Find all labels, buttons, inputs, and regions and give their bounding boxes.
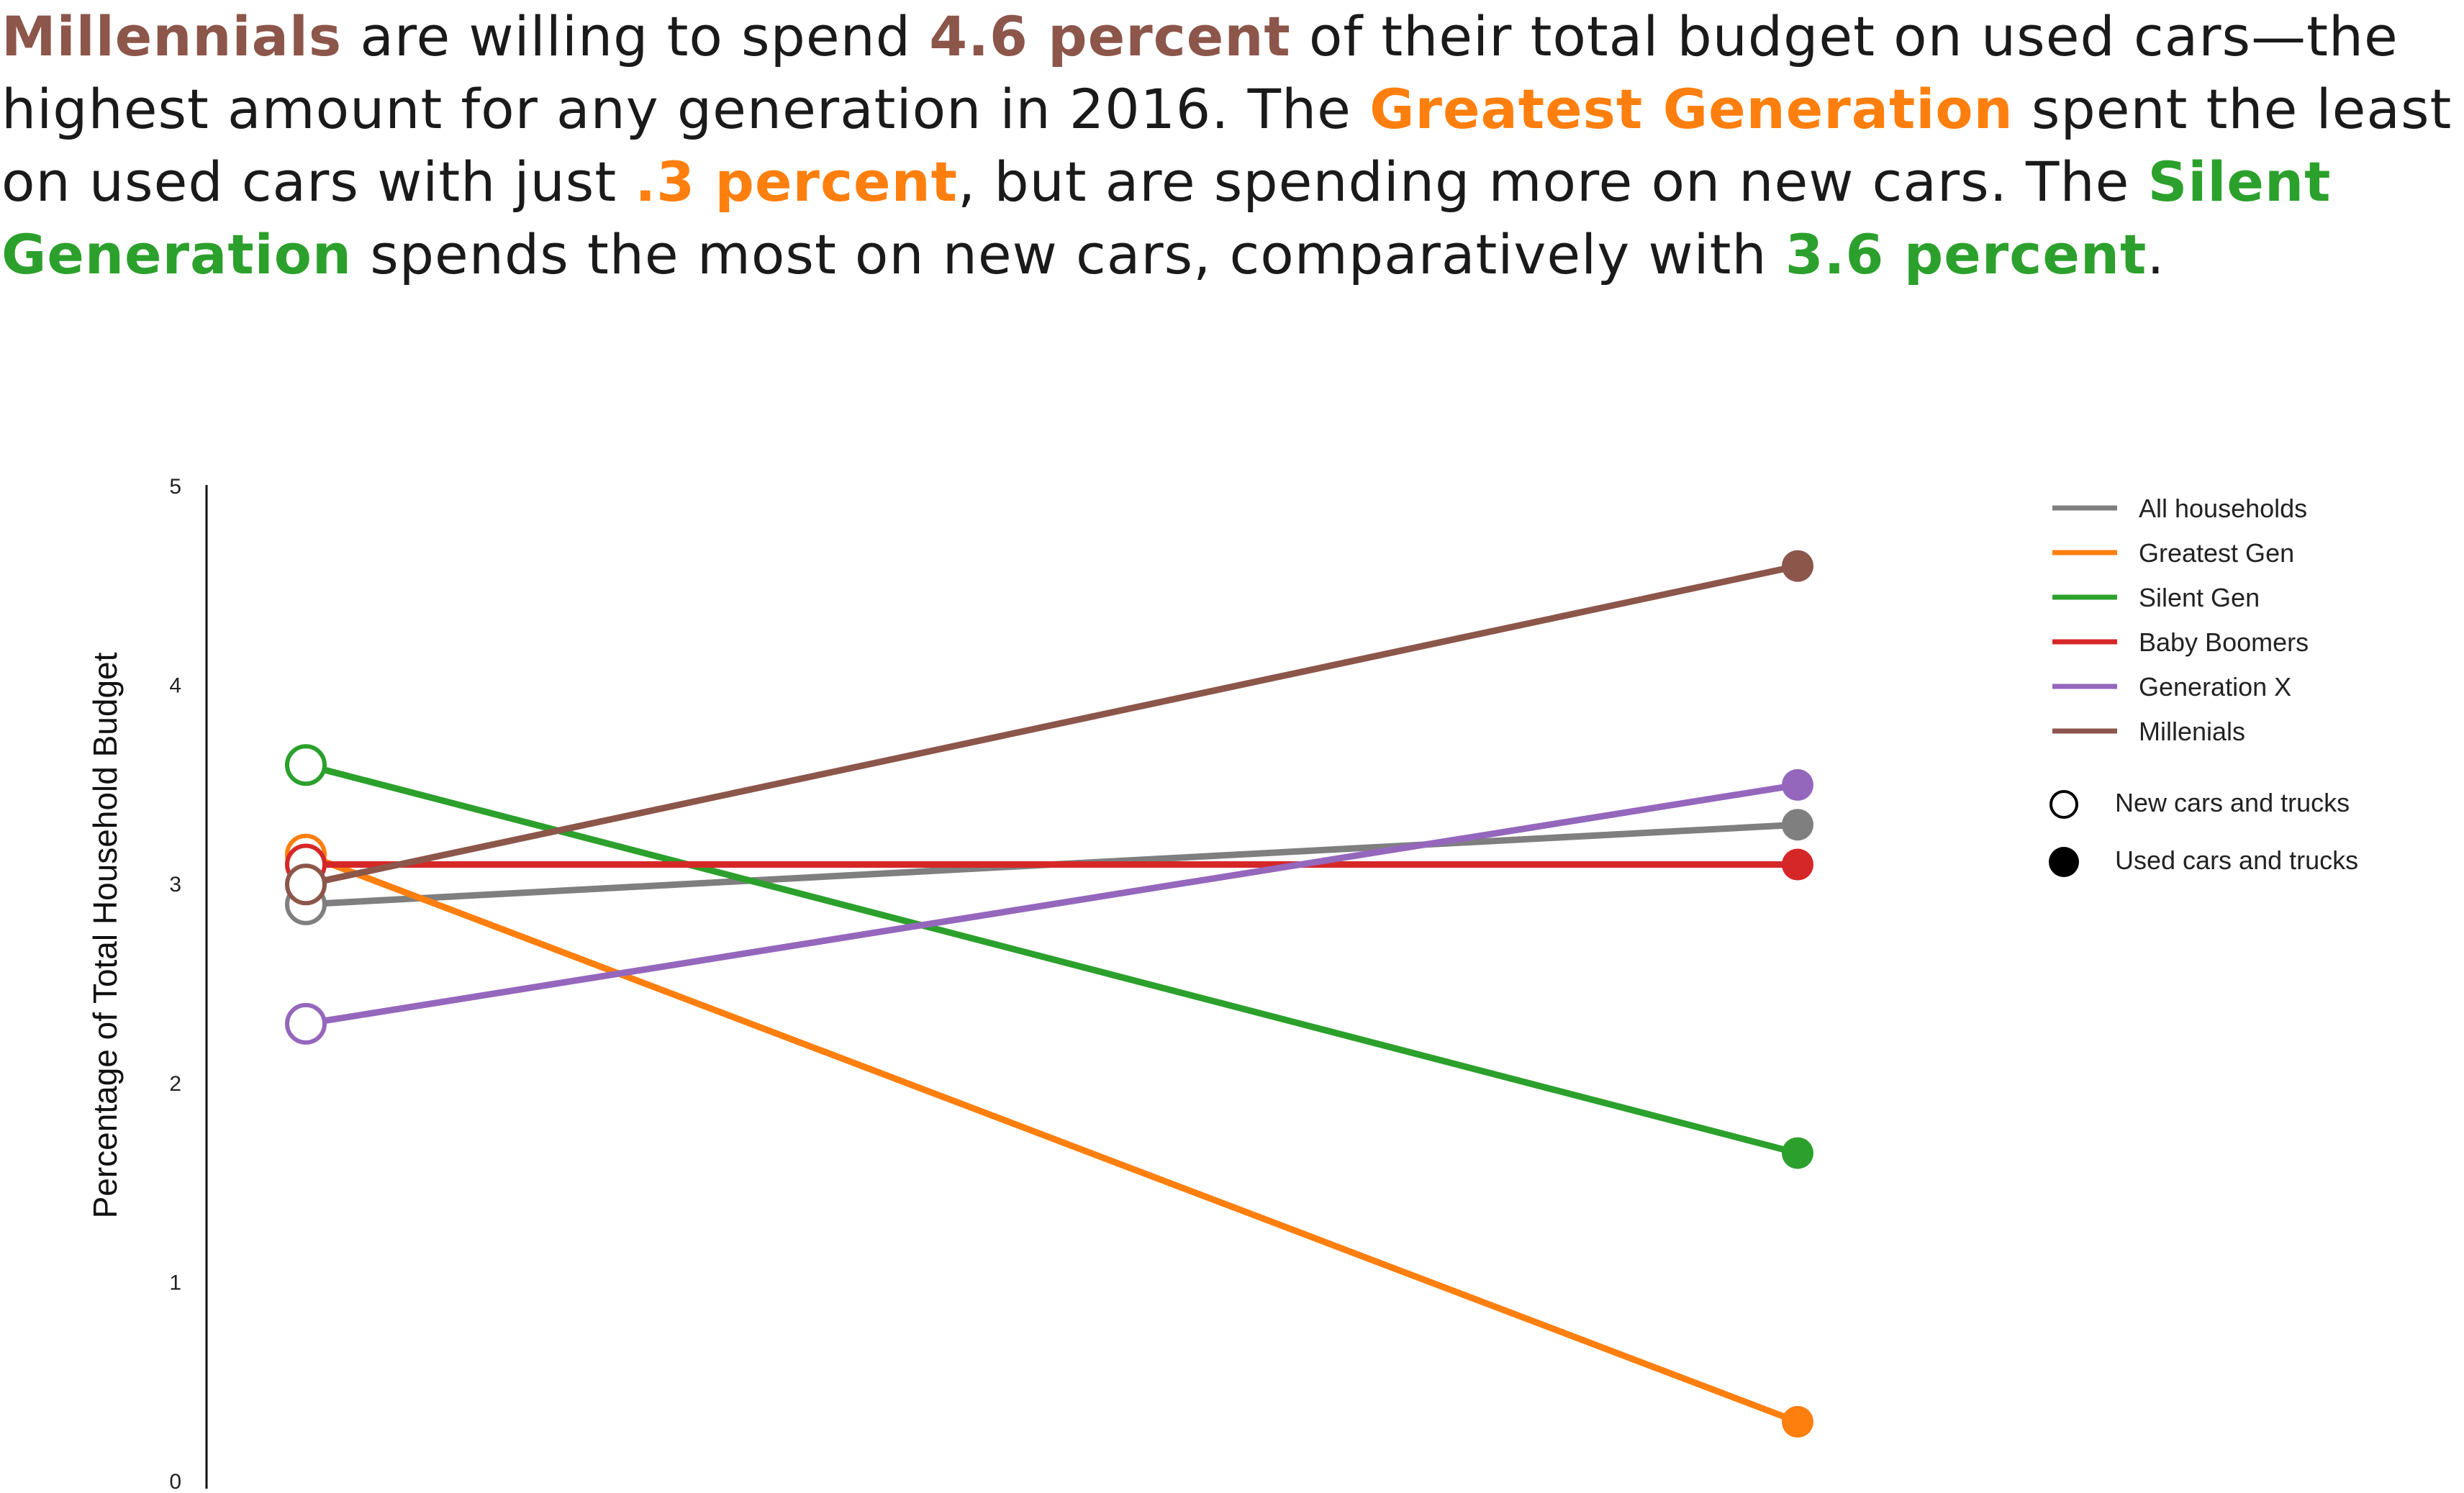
- series-silent-gen: [285, 744, 1813, 1169]
- headline-highlight: Silent Generation: [1, 150, 2332, 286]
- headline-segment: of their total budget on used cars—the h…: [1, 4, 2399, 141]
- new-cars-point: [285, 744, 327, 786]
- legend-label: Silent Gen: [2139, 583, 2260, 612]
- series-layer: [285, 550, 1813, 1438]
- series-line: [302, 781, 1801, 1027]
- new-cars-point: [285, 863, 327, 906]
- legend-label: Baby Boomers: [2139, 627, 2309, 657]
- y-tick-label: 2: [169, 1072, 181, 1096]
- used-cars-point: [1782, 1406, 1813, 1438]
- series-line: [302, 851, 1801, 1425]
- headline-highlight: 3.6 percent: [1785, 222, 2147, 286]
- legend-label: Generation X: [2139, 672, 2291, 702]
- legend-filled-marker: [2049, 847, 2079, 877]
- y-tick-label: 3: [169, 873, 181, 897]
- y-axis-title: Percentage of Total Household Budget: [86, 652, 124, 1218]
- y-tick-label: 5: [169, 475, 181, 499]
- used-cars-point: [1782, 1137, 1813, 1169]
- y-tick-label: 1: [169, 1271, 181, 1294]
- y-tick-label: 0: [169, 1470, 181, 1493]
- headline-segment: are willing to spend: [342, 4, 930, 68]
- used-cars-point: [1782, 809, 1813, 841]
- headline-highlight: 4.6 percent: [929, 4, 1291, 68]
- legend-label: All households: [2139, 494, 2307, 523]
- series-greatest-gen: [285, 833, 1813, 1438]
- headline-segment: .: [2147, 222, 2165, 286]
- new-cars-point: [285, 1002, 327, 1045]
- headline-highlight: .3 percent: [635, 150, 959, 214]
- legend-marker-label: New cars and trucks: [2115, 788, 2350, 817]
- used-cars-point: [1782, 550, 1813, 582]
- y-tick-label: 4: [169, 674, 181, 698]
- headline-text: Millennials are willing to spend 4.6 per…: [1, 0, 2463, 291]
- headline-segment: spent the least on used cars with just: [1, 77, 2452, 214]
- legend-open-marker: [2049, 790, 2078, 819]
- headline-highlight: Millennials: [1, 4, 343, 68]
- y-tick-labels: 0 1 2 3 4 5: [169, 475, 181, 1493]
- series-line: [302, 563, 1801, 888]
- legend: All households Greatest Gen Silent Gen Baby…: [2049, 494, 2358, 877]
- legend-label: Greatest Gen: [2139, 538, 2294, 568]
- used-cars-point: [1782, 848, 1813, 881]
- series-baby-boomers: [285, 843, 1813, 886]
- used-cars-point: [1782, 768, 1813, 801]
- headline-highlight: Greatest Generation: [1369, 77, 2014, 141]
- series-generation-x: [285, 768, 1813, 1045]
- legend-label: Millenials: [2139, 717, 2245, 746]
- headline-segment: , but are spending more on new cars. The: [958, 150, 2148, 214]
- headline-segment: spends the most on new cars, comparative…: [352, 222, 1785, 286]
- legend-marker-label: Used cars and trucks: [2115, 845, 2358, 875]
- series-millenials: [285, 550, 1813, 906]
